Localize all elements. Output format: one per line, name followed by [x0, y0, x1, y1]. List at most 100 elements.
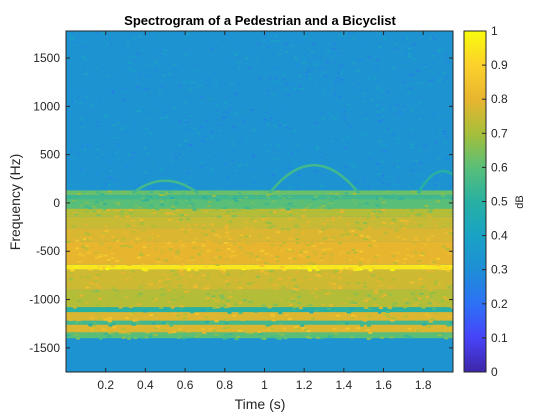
heatmap-cell [92, 206, 97, 208]
heatmap-cell [148, 335, 153, 338]
heatmap-cell [72, 212, 77, 215]
heatmap-cell [377, 140, 381, 142]
heatmap-cell [304, 277, 309, 279]
heatmap-cell [156, 261, 161, 263]
heatmap-cell [95, 148, 99, 151]
heatmap-cell [68, 272, 73, 274]
heatmap-cell [280, 229, 285, 232]
heatmap-cell [450, 197, 453, 200]
heatmap-cell [167, 218, 172, 221]
heatmap-cell [100, 199, 105, 202]
heatmap-cell [423, 144, 427, 147]
heatmap-cell [120, 245, 125, 248]
heatmap-cell [427, 325, 431, 328]
heatmap-cell [441, 245, 446, 248]
heatmap-cell [113, 328, 118, 330]
heatmap-cell [208, 84, 212, 87]
heatmap-cell [151, 300, 156, 303]
heatmap-cell [251, 156, 255, 158]
heatmap-cell [111, 323, 116, 326]
heatmap-cell [211, 230, 216, 232]
heatmap-cell [309, 242, 314, 245]
heatmap-cell [386, 183, 390, 186]
x-tick-label: 0.2 [97, 378, 114, 392]
heatmap-cell [415, 273, 420, 276]
heatmap-cell [67, 103, 70, 105]
heatmap-cell [232, 215, 237, 218]
heatmap-cell [344, 44, 348, 46]
heatmap-cell [297, 255, 302, 258]
heatmap-cell [323, 66, 327, 68]
heatmap-cell [128, 306, 133, 309]
heatmap-cell [228, 195, 233, 198]
heatmap-cell [171, 206, 176, 209]
heatmap-cell [298, 85, 302, 87]
heatmap-cell [211, 295, 216, 298]
heatmap-cell [442, 227, 447, 230]
heatmap-cell [422, 63, 426, 66]
heatmap-cell [301, 255, 306, 258]
heatmap-cell [170, 86, 174, 89]
heatmap-cell [439, 120, 443, 122]
heatmap-cell [338, 82, 342, 84]
heatmap-cell [376, 84, 379, 87]
heatmap-cell [276, 128, 280, 131]
x-tick-label: 1.4 [336, 378, 353, 392]
heatmap-cell [107, 320, 112, 323]
heatmap-cell [97, 297, 102, 300]
heatmap-cell [405, 172, 409, 175]
heatmap-cell [418, 101, 422, 104]
heatmap-cell [331, 283, 336, 285]
heatmap-cell [346, 282, 351, 285]
heatmap-cell [394, 267, 399, 270]
heatmap-cell [178, 330, 183, 333]
heatmap-cell [294, 153, 297, 155]
heatmap-cell [332, 286, 337, 289]
heatmap-cell [199, 95, 203, 98]
heatmap-cell [86, 144, 90, 147]
heatmap-cell [144, 336, 149, 339]
heatmap-cell [290, 296, 295, 298]
heatmap-cell [310, 291, 315, 294]
heatmap-cell [267, 306, 272, 309]
heatmap-cell [248, 242, 253, 245]
heatmap-cell [294, 233, 299, 236]
heatmap-cell [121, 328, 126, 330]
heatmap-cell [385, 68, 389, 71]
heatmap-cell [183, 81, 187, 84]
heatmap-cell [160, 294, 164, 297]
heatmap-cell [269, 270, 274, 273]
heatmap-cell [174, 188, 177, 190]
heatmap-cell [84, 244, 89, 247]
heatmap-cell [95, 191, 100, 194]
heatmap-cell [235, 112, 239, 115]
heatmap-cell [128, 209, 133, 212]
heatmap-cell [79, 276, 84, 279]
heatmap-cell [149, 191, 154, 194]
heatmap-cell [411, 128, 415, 130]
heatmap-cell [133, 137, 137, 140]
heatmap-cell [226, 299, 231, 302]
heatmap-cell [129, 240, 134, 243]
heatmap-cell [305, 171, 309, 173]
heatmap-cell [110, 184, 114, 187]
heatmap-cell [414, 104, 418, 107]
heatmap-cell [320, 301, 325, 304]
heatmap-cell [376, 48, 380, 51]
heatmap-cell [238, 246, 243, 249]
heatmap-cell [123, 232, 128, 235]
heatmap-cell [212, 307, 217, 310]
heatmap-cell [286, 228, 291, 231]
heatmap-cell [143, 87, 147, 89]
heatmap-cell [158, 284, 162, 287]
heatmap-cell [201, 224, 206, 227]
heatmap-cell [166, 280, 171, 283]
heatmap-cell [116, 203, 121, 206]
heatmap-cell [241, 111, 245, 113]
heatmap-cell [71, 225, 76, 228]
heatmap-cell [451, 280, 453, 283]
heatmap-cell [432, 291, 437, 294]
heatmap-cell [132, 224, 137, 227]
heatmap-cell [155, 302, 160, 305]
heatmap-cell [288, 39, 292, 41]
